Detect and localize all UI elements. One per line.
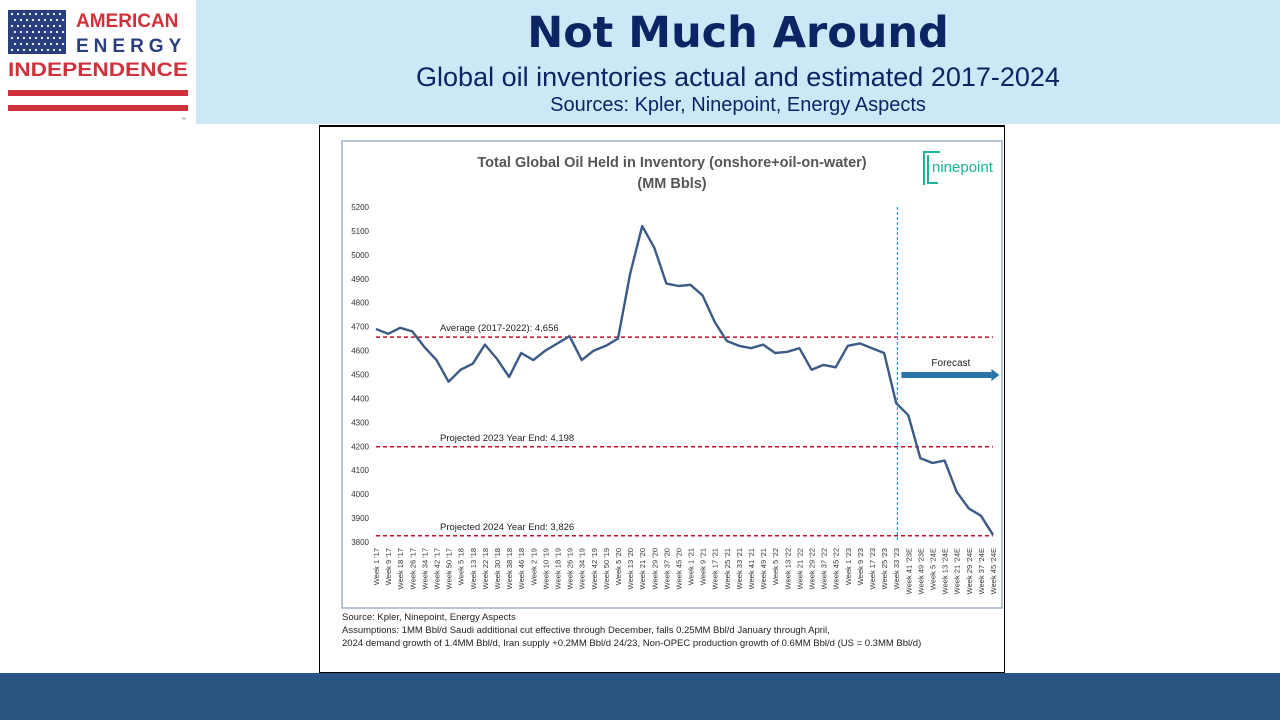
logo-line1: AMERICAN bbox=[76, 11, 178, 32]
slide-title: Not Much Around bbox=[527, 8, 949, 58]
notes-assumptions-2: 2024 demand growth of 1.4MM Bbl/d, Iran … bbox=[342, 638, 922, 649]
flag-stars bbox=[10, 12, 65, 52]
header-band bbox=[196, 0, 1280, 124]
logo-line3: INDEPENDENCE bbox=[8, 60, 188, 81]
american-energy-independence-logo: AMERICAN ENERGY INDEPENDENCE ™ bbox=[0, 0, 196, 124]
notes-assumptions-1: Assumptions: 1MM Bbl/d Saudi additional … bbox=[342, 625, 830, 636]
logo-stripe-2 bbox=[8, 105, 188, 111]
slide-subtitle: Global oil inventories actual and estima… bbox=[416, 62, 1060, 92]
logo-graphic: AMERICAN ENERGY INDEPENDENCE ™ bbox=[8, 10, 188, 123]
chart-frame bbox=[319, 125, 1005, 673]
logo-stripe-1 bbox=[8, 90, 188, 96]
bottom-band bbox=[0, 673, 1280, 720]
slide-sources: Sources: Kpler, Ninepoint, Energy Aspect… bbox=[550, 94, 926, 116]
logo-line2: ENERGY bbox=[76, 36, 186, 57]
chart-notes: Source: Kpler, Ninepoint, Energy Aspects… bbox=[342, 611, 992, 650]
logo-trademark: ™ bbox=[181, 117, 186, 123]
notes-source: Source: Kpler, Ninepoint, Energy Aspects bbox=[342, 612, 516, 623]
